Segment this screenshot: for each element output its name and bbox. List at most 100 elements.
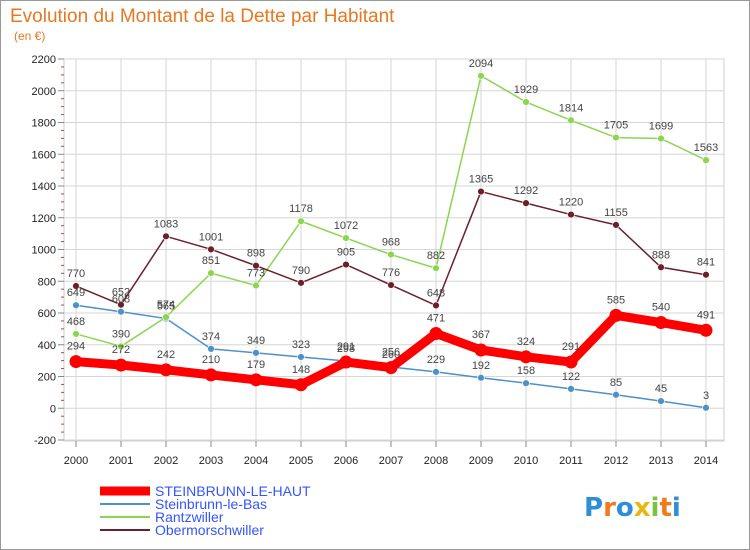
data-point-rantzwiller: [117, 342, 125, 351]
data-point-obermorschwiller: [612, 221, 620, 229]
proxiti-logo: Proxiti: [584, 493, 681, 523]
y-tick-label: 600: [38, 308, 56, 320]
data-point-obermorschwiller: [702, 271, 710, 279]
y-tick-label: 1600: [32, 149, 56, 161]
x-tick-label: 2001: [109, 455, 133, 467]
data-label-steinbrunn-le-bas: 260: [382, 349, 400, 361]
legend-label: Rantzwiller: [155, 509, 224, 525]
data-label-steinbrunn-le-bas: 649: [67, 287, 85, 299]
y-tick-label: 1200: [32, 213, 56, 225]
data-labels: 649 608 565 374 349 323 298 260 229 192 158 122 85 45…: [67, 58, 718, 402]
data-point-rantzwiller: [297, 217, 305, 225]
data-point-obermorschwiller: [432, 301, 440, 310]
data-label-rantzwiller: 1699: [649, 121, 673, 133]
x-tick-label: 2003: [199, 455, 223, 467]
data-point-obermorschwiller: [252, 261, 260, 270]
data-label-rantzwiller: 574: [157, 299, 175, 311]
data-point-obermorschwiller: [387, 281, 395, 289]
data-point-obermorschwiller: [162, 232, 170, 241]
data-label-rantzwiller: 773: [247, 268, 265, 280]
data-point-steinbrunn-le-bas: [432, 368, 440, 376]
data-label-rantzwiller: 851: [202, 255, 220, 267]
data-label-steinbrunn-le-haut: 242: [157, 349, 175, 361]
y-tick-label: 0: [50, 403, 56, 415]
x-tick-label: 2002: [154, 455, 178, 467]
data-label-obermorschwiller: 652: [112, 287, 130, 299]
data-label-steinbrunn-le-bas: 192: [472, 360, 490, 372]
data-label-obermorschwiller: 1365: [469, 174, 493, 186]
data-point-steinbrunn-le-haut: [69, 355, 83, 369]
data-label-obermorschwiller: 1001: [199, 231, 223, 243]
data-point-steinbrunn-le-bas: [702, 404, 710, 412]
y-tick-label: 200: [38, 372, 56, 384]
data-point-obermorschwiller: [567, 210, 575, 219]
legend-label: STEINBRUNN-LE-HAUT: [155, 483, 311, 499]
data-point-rantzwiller: [342, 234, 350, 242]
data-point-steinbrunn-le-haut: [609, 308, 623, 322]
logo-letter: P: [584, 493, 603, 523]
data-label-obermorschwiller: 1155: [604, 207, 628, 219]
logo-letter: r: [603, 493, 616, 523]
data-point-steinbrunn-le-bas: [207, 345, 215, 353]
data-point-steinbrunn-le-haut: [294, 378, 308, 392]
data-label-steinbrunn-le-haut: 291: [337, 341, 355, 353]
data-point-rantzwiller: [567, 116, 575, 124]
data-label-steinbrunn-le-haut: 291: [562, 341, 580, 353]
x-tick-label: 2013: [649, 455, 673, 467]
data-label-steinbrunn-le-haut: 471: [427, 312, 445, 324]
x-tick-label: 2007: [379, 455, 403, 467]
data-point-obermorschwiller: [522, 199, 530, 207]
data-point-steinbrunn-le-haut: [114, 358, 128, 372]
x-tick-label: 2000: [64, 455, 88, 467]
data-label-obermorschwiller: 1220: [559, 197, 583, 209]
data-label-obermorschwiller: 776: [382, 267, 400, 279]
data-point-steinbrunn-le-haut: [159, 363, 173, 377]
y-tick-label: -200: [34, 435, 56, 447]
data-label-steinbrunn-le-bas: 158: [517, 365, 535, 377]
logo-letter: i: [651, 493, 660, 523]
y-tick-label: 1400: [32, 181, 56, 193]
data-label-obermorschwiller: 1083: [154, 218, 178, 230]
data-point-steinbrunn-le-bas: [612, 391, 620, 399]
data-point-rantzwiller: [612, 133, 620, 142]
data-label-rantzwiller: 1814: [559, 102, 583, 114]
y-tick-label: 1800: [32, 118, 56, 130]
data-label-rantzwiller: 468: [67, 316, 85, 328]
data-label-steinbrunn-le-bas: 298: [337, 343, 355, 355]
data-point-rantzwiller: [522, 98, 530, 106]
logo-letter: o: [616, 493, 634, 523]
data-point-steinbrunn-le-bas: [297, 353, 305, 361]
data-label-obermorschwiller: 905: [337, 247, 355, 259]
data-point-obermorschwiller: [477, 187, 485, 196]
data-point-rantzwiller: [207, 269, 215, 277]
y-axis-ticks: -200 0 200 400 600 800 1000 1200 1400 1600 1800 200…: [32, 54, 56, 447]
y-tick-label: 2000: [32, 86, 56, 98]
data-point-steinbrunn-le-haut: [654, 316, 668, 330]
data-label-obermorschwiller: 790: [292, 265, 310, 277]
data-label-obermorschwiller: 648: [427, 287, 445, 299]
data-point-steinbrunn-le-haut: [384, 361, 398, 375]
data-point-rantzwiller: [477, 72, 485, 80]
data-label-steinbrunn-le-haut: 367: [472, 329, 490, 341]
data-label-steinbrunn-le-haut: 272: [112, 344, 130, 356]
data-point-steinbrunn-le-bas: [117, 308, 125, 316]
data-label-rantzwiller: 1705: [604, 120, 628, 132]
data-point-steinbrunn-le-bas: [477, 374, 485, 382]
x-tick-label: 2011: [559, 455, 583, 467]
y-tick-label: 400: [38, 340, 56, 352]
data-label-steinbrunn-le-bas: 374: [202, 331, 220, 343]
data-point-rantzwiller: [702, 156, 710, 164]
legend-label: Steinbrunn-le-Bas: [155, 496, 267, 512]
data-point-steinbrunn-le-bas: [522, 379, 530, 387]
y-tick-label: 2200: [32, 54, 56, 66]
x-tick-label: 2004: [244, 455, 268, 467]
y-tick-label: 1000: [32, 245, 56, 257]
data-point-obermorschwiller: [297, 279, 305, 287]
data-label-obermorschwiller: 841: [697, 257, 715, 269]
series-lines: [69, 72, 713, 412]
data-label-obermorschwiller: 888: [652, 249, 670, 261]
data-point-rantzwiller: [432, 264, 440, 272]
